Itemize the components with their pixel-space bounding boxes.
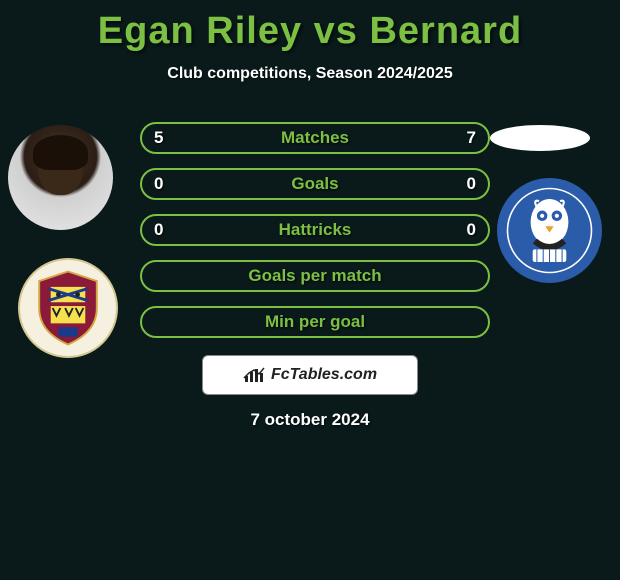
stat-row-goals-per-match: Goals per match <box>140 260 490 292</box>
player2-photo-placeholder <box>490 125 590 151</box>
chart-icon <box>243 366 265 384</box>
stat-label: Matches <box>142 128 488 148</box>
stats-column: 5 Matches 7 0 Goals 0 0 Hattricks 0 Goal… <box>140 122 490 352</box>
club2-badge <box>497 178 602 283</box>
fctables-logo: FcTables.com <box>202 355 418 395</box>
stat-left-value: 5 <box>154 128 163 148</box>
stat-label: Goals per match <box>142 266 488 286</box>
stat-left-value: 0 <box>154 220 163 240</box>
page-title: Egan Riley vs Bernard <box>0 0 620 53</box>
stat-row-goals: 0 Goals 0 <box>140 168 490 200</box>
stat-label: Min per goal <box>142 312 488 332</box>
stat-right-value: 0 <box>467 220 476 240</box>
player1-photo <box>8 125 113 230</box>
stat-label: Goals <box>142 174 488 194</box>
subtitle: Club competitions, Season 2024/2025 <box>0 65 620 83</box>
stat-label: Hattricks <box>142 220 488 240</box>
stat-row-min-per-goal: Min per goal <box>140 306 490 338</box>
club1-badge <box>18 258 118 358</box>
stat-right-value: 7 <box>467 128 476 148</box>
stat-row-hattricks: 0 Hattricks 0 <box>140 214 490 246</box>
logo-text: FcTables.com <box>271 366 377 384</box>
date-label: 7 october 2024 <box>0 410 620 430</box>
stat-left-value: 0 <box>154 174 163 194</box>
stat-row-matches: 5 Matches 7 <box>140 122 490 154</box>
stat-right-value: 0 <box>467 174 476 194</box>
